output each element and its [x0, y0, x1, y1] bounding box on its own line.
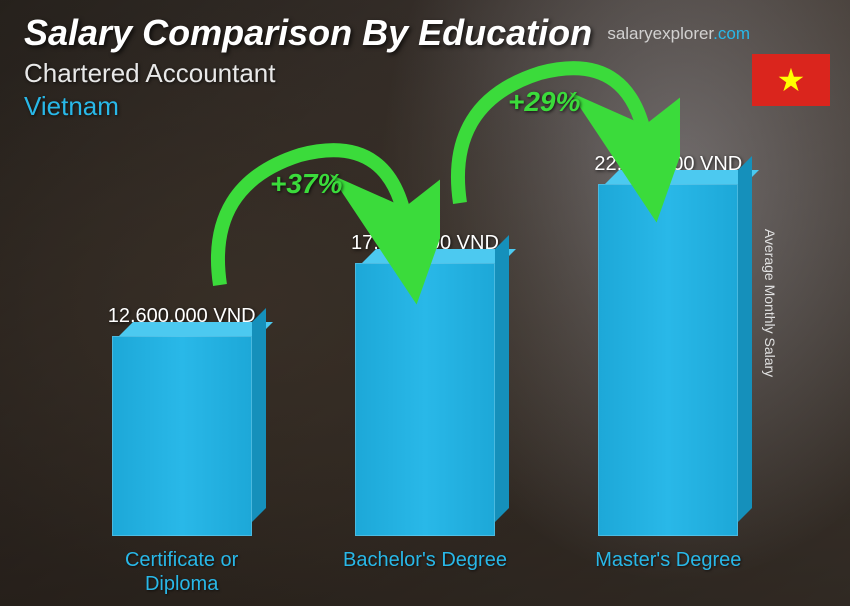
watermark-tld: .com: [713, 24, 750, 43]
bar-side-face: [495, 235, 509, 522]
growth-label: +29%: [508, 86, 580, 118]
bar-front-face: [112, 336, 252, 536]
bar-group: 17,200,000 VND: [340, 232, 510, 536]
country-label: Vietnam: [24, 91, 826, 122]
bar-side-face: [738, 156, 752, 522]
x-axis-labels: Certificate or Diploma Bachelor's Degree…: [60, 548, 790, 596]
bar-top-face: [605, 170, 759, 184]
flag-vietnam: ★: [752, 54, 830, 106]
watermark: salaryexplorer.com: [607, 24, 750, 44]
bar-group: 22,200,000 VND: [583, 153, 753, 536]
x-label: Certificate or Diploma: [97, 548, 267, 596]
bar-group: 12,600,000 VND: [97, 305, 267, 536]
bar: [598, 184, 738, 536]
bar-top-face: [119, 322, 273, 336]
bar-front-face: [598, 184, 738, 536]
bar-side-face: [252, 308, 266, 522]
growth-label: +37%: [270, 168, 342, 200]
bar-top-face: [362, 249, 516, 263]
star-icon: ★: [777, 64, 806, 96]
bar-front-face: [355, 263, 495, 536]
x-label: Bachelor's Degree: [340, 548, 510, 596]
bar: [355, 263, 495, 536]
page-subtitle: Chartered Accountant: [24, 58, 826, 89]
bar: [112, 336, 252, 536]
bar-chart: 12,600,000 VND 17,200,000 VND 22,200,000…: [60, 160, 790, 536]
watermark-base: salaryexplorer: [607, 24, 713, 43]
x-label: Master's Degree: [583, 548, 753, 596]
